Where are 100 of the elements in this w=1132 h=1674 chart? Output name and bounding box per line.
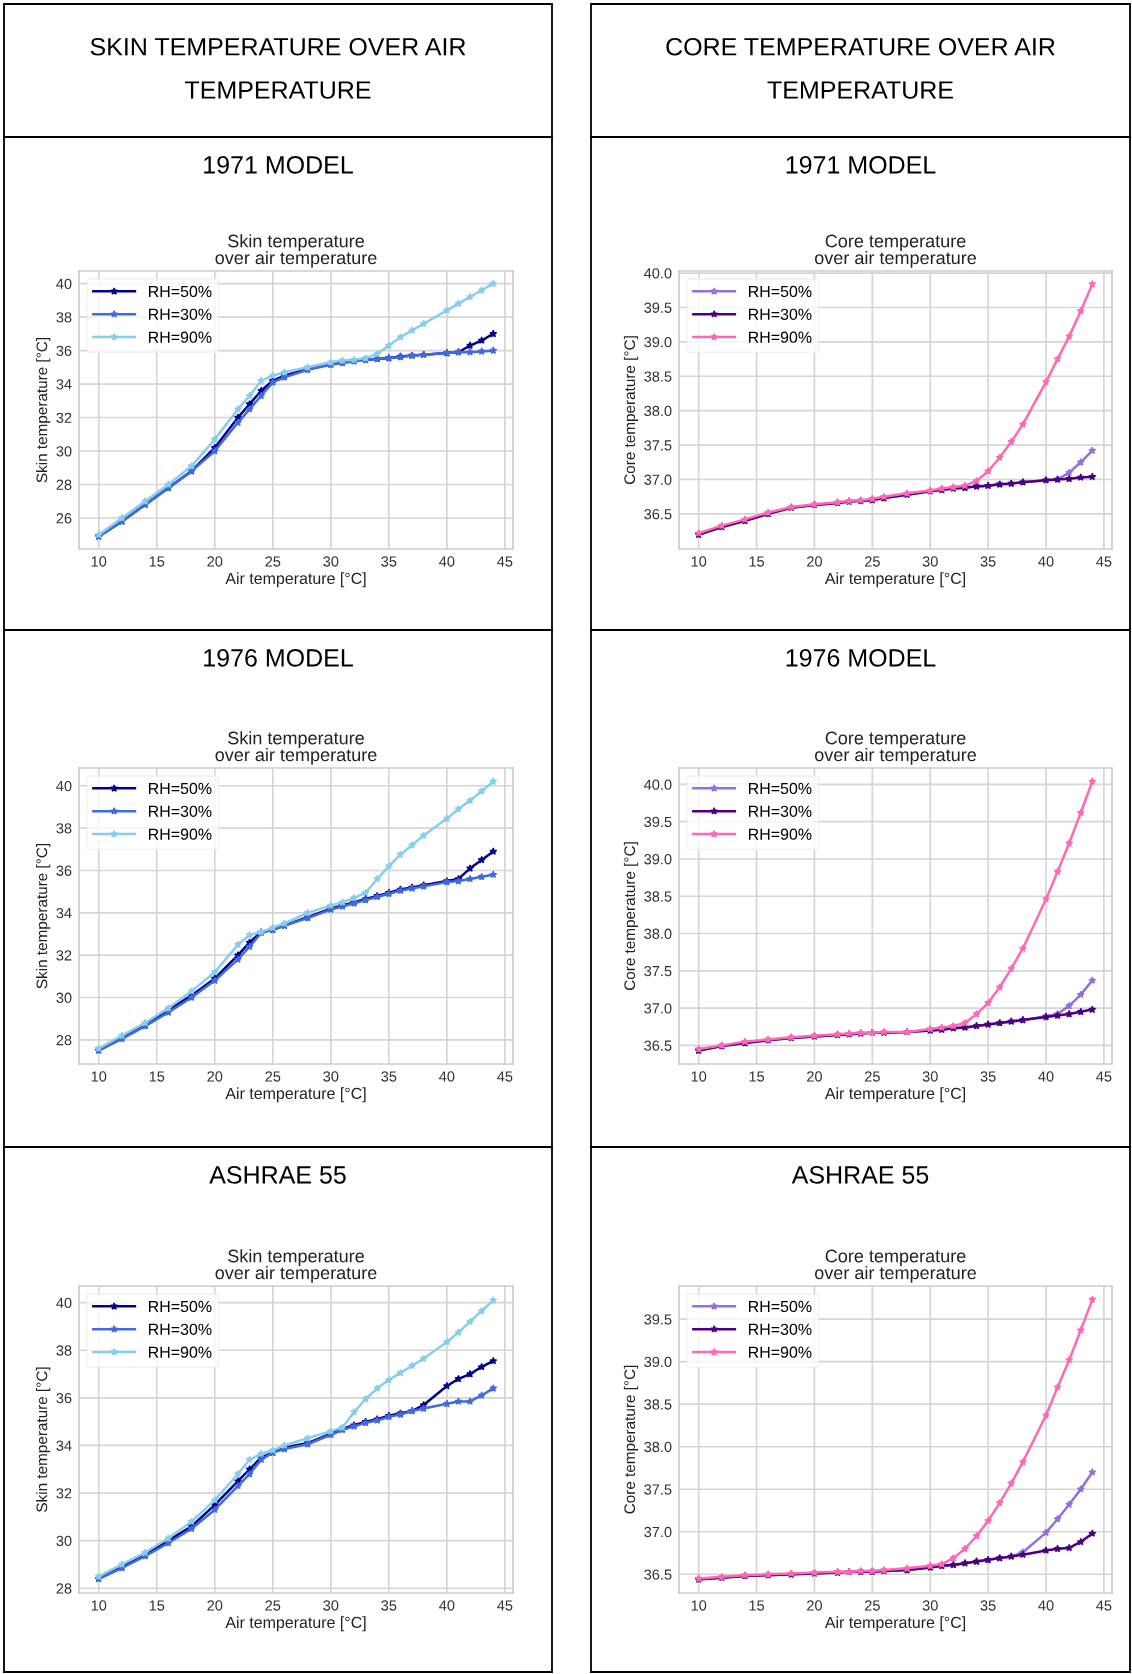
chart-subtitle: Skin temperature over air temperature <box>215 234 377 268</box>
x-axis-title: Air temperature [°C] <box>225 1087 366 1103</box>
y-tick-label: 28 <box>56 479 72 490</box>
y-tick-label: 38 <box>56 1345 72 1356</box>
chart-title: 1976 MODEL <box>204 649 353 667</box>
legend-label: RH=90% <box>148 331 212 343</box>
y-tick-label: 36 <box>56 1392 72 1404</box>
x-tick-label: 35 <box>381 556 397 567</box>
chart-subtitle: Skin temperature over air temperature <box>215 731 377 765</box>
legend-label: RH=90% <box>748 828 812 840</box>
x-tick-label: 35 <box>381 1600 397 1611</box>
y-tick-label: 40.0 <box>644 779 672 790</box>
x-tick-label: 45 <box>497 1600 513 1611</box>
legend-label: RH=50% <box>148 1300 212 1313</box>
y-tick-label: 40 <box>56 780 72 792</box>
text: CORE TEMPERATURE OVER AIR TEMPERATURE <box>666 37 1055 99</box>
x-tick-label: 20 <box>807 1600 822 1611</box>
x-axis-title: Air temperature [°C] <box>225 1616 366 1632</box>
y-tick-label: 40 <box>56 1297 72 1309</box>
y-tick-label: 30 <box>56 1535 72 1547</box>
chart-subtitle: Skin temperature over air temperature <box>215 1249 377 1283</box>
x-tick-label: 20 <box>207 556 223 567</box>
y-tick-label: 26 <box>56 513 72 524</box>
x-tick-label: 45 <box>1096 1600 1112 1611</box>
x-tick-label: 15 <box>749 1600 765 1611</box>
x-tick-label: 10 <box>91 1071 107 1082</box>
x-tick-label: 30 <box>922 1600 938 1611</box>
legend-label: RH=90% <box>148 1346 212 1358</box>
x-tick-label: 40 <box>1038 1600 1054 1611</box>
x-tick-label: 30 <box>323 1071 339 1082</box>
y-tick-label: 36 <box>56 865 72 876</box>
x-tick-label: 10 <box>91 1600 107 1611</box>
y-tick-label: 39.0 <box>644 854 672 865</box>
legend-label: RH=50% <box>148 285 212 298</box>
y-tick-label: 32 <box>56 950 72 961</box>
chart-title: 1971 MODEL <box>204 156 353 174</box>
x-tick-label: 35 <box>980 1600 996 1611</box>
y-tick-label: 40.0 <box>644 268 672 279</box>
x-tick-label: 15 <box>149 1071 165 1082</box>
x-tick-label: 10 <box>691 1600 707 1611</box>
y-axis-title: Core temperature [°C] <box>623 336 639 485</box>
x-tick-label: 30 <box>922 1071 938 1082</box>
y-tick-label: 39.5 <box>644 1314 672 1325</box>
y-tick-label: 37.0 <box>644 1003 672 1014</box>
x-axis-title: Air temperature [°C] <box>824 572 966 588</box>
y-tick-label: 36.5 <box>644 509 672 520</box>
x-tick-label: 35 <box>980 1071 996 1082</box>
x-tick-label: 25 <box>864 1600 880 1611</box>
y-tick-label: 37.0 <box>644 474 672 485</box>
chart-subtitle: Core temperature over air temperature <box>814 1249 976 1283</box>
y-axis-title: Skin temperature [°C] <box>36 337 51 483</box>
y-tick-label: 30 <box>56 446 72 457</box>
y-tick-label: 34 <box>56 1440 72 1451</box>
y-tick-label: 38.5 <box>644 891 672 902</box>
y-tick-label: 39.0 <box>644 1356 672 1368</box>
y-tick-label: 32 <box>56 1488 72 1499</box>
y-tick-label: 36.5 <box>644 1569 672 1580</box>
x-tick-label: 40 <box>439 1600 455 1611</box>
legend-label: RH=50% <box>748 285 812 298</box>
chart-subtitle: Core temperature over air temperature <box>814 731 976 765</box>
y-tick-label: 36 <box>56 345 72 356</box>
legend-label: RH=30% <box>148 308 212 320</box>
x-tick-label: 20 <box>807 556 822 567</box>
x-tick-label: 10 <box>91 556 107 567</box>
x-tick-label: 45 <box>1096 1071 1112 1082</box>
x-tick-label: 20 <box>807 1071 822 1082</box>
y-tick-label: 39.0 <box>644 336 672 348</box>
x-tick-label: 25 <box>864 1071 880 1082</box>
chart-title: ASHRAE 55 <box>791 1166 929 1184</box>
y-tick-label: 38 <box>56 312 72 323</box>
x-tick-label: 10 <box>691 1071 707 1082</box>
y-tick-label: 37.0 <box>644 1526 672 1538</box>
y-tick-label: 37.5 <box>644 440 672 451</box>
x-tick-label: 10 <box>691 556 707 567</box>
x-tick-label: 20 <box>207 1071 223 1082</box>
legend-label: RH=30% <box>148 1323 212 1335</box>
x-axis-title: Air temperature [°C] <box>225 572 366 588</box>
legend-label: RH=90% <box>148 828 212 840</box>
y-tick-label: 37.5 <box>644 1484 672 1495</box>
x-tick-label: 40 <box>1038 556 1054 567</box>
legend-label: RH=50% <box>748 782 812 795</box>
x-tick-label: 45 <box>1096 556 1112 567</box>
y-tick-label: 30 <box>56 992 72 1003</box>
legend-label: RH=50% <box>148 782 212 795</box>
legend-label: RH=30% <box>748 805 812 817</box>
x-tick-label: 25 <box>864 556 880 567</box>
legend-label: RH=90% <box>748 331 812 343</box>
x-tick-label: 25 <box>265 1071 281 1082</box>
x-tick-label: 25 <box>265 1600 281 1611</box>
legend-label: RH=30% <box>748 1323 812 1335</box>
y-axis-title: Core temperature [°C] <box>623 1365 639 1514</box>
y-tick-label: 38.0 <box>644 1441 672 1453</box>
x-tick-label: 40 <box>1038 1071 1054 1082</box>
x-tick-label: 30 <box>922 556 938 567</box>
y-axis-title: Core temperature [°C] <box>623 842 639 991</box>
chart-title: 1976 MODEL <box>786 649 936 667</box>
y-tick-label: 38.5 <box>644 371 672 382</box>
x-tick-label: 35 <box>381 1071 397 1082</box>
chart-title: 1971 MODEL <box>786 156 936 174</box>
y-tick-label: 39.5 <box>644 816 672 828</box>
